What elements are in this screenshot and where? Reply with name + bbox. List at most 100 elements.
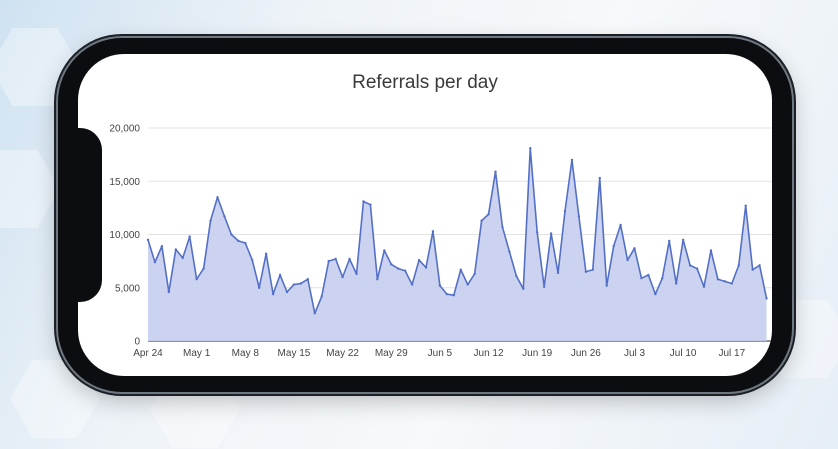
data-point: [487, 213, 490, 216]
data-point: [397, 267, 400, 270]
data-point: [452, 294, 455, 297]
data-point: [278, 273, 282, 277]
data-point: [459, 268, 462, 271]
data-point: [410, 283, 414, 286]
data-point: [216, 196, 219, 199]
data-point: [181, 256, 184, 260]
data-point: [153, 260, 157, 264]
area-fill: [148, 148, 767, 341]
x-tick-label: May 8: [232, 348, 260, 359]
data-point: [723, 280, 727, 283]
data-point: [285, 290, 289, 294]
y-tick-label: 20,000: [109, 124, 140, 135]
data-point: [570, 158, 574, 162]
phone-notch: [58, 128, 102, 302]
data-point: [522, 287, 525, 291]
data-point: [751, 268, 754, 271]
x-tick-label: May 15: [278, 348, 311, 359]
data-point: [508, 250, 511, 253]
data-point: [237, 239, 240, 243]
data-point: [202, 267, 205, 270]
data-point: [313, 312, 316, 315]
data-point: [633, 247, 636, 250]
data-point: [306, 278, 310, 281]
data-point: [626, 258, 629, 262]
x-tick-label: Jul 17: [718, 348, 745, 359]
background-hexagon: [0, 150, 60, 228]
data-point: [209, 219, 212, 222]
area-series: [146, 147, 768, 341]
data-point: [549, 232, 553, 235]
data-point: [348, 257, 351, 261]
data-point: [251, 258, 254, 262]
referrals-chart: 0 5,000 10,000 15,000 20,000 Apr 24 May 1 May …: [109, 124, 772, 359]
data-point: [195, 278, 198, 281]
data-point: [146, 238, 150, 242]
x-tick-label: May 22: [326, 348, 359, 359]
y-tick-label: 15,000: [109, 177, 140, 188]
y-tick-label: 5,000: [115, 283, 140, 294]
y-tick-label: 0: [134, 337, 140, 348]
data-point: [494, 170, 497, 173]
x-tick-label: Jun 19: [522, 348, 552, 359]
data-point: [174, 248, 177, 251]
phone-screen: Referrals per day 0 5,000 10,000 15,000 20,0…: [78, 54, 772, 376]
data-point: [438, 284, 442, 287]
data-point: [167, 290, 171, 294]
x-axis: Apr 24 May 1 May 8 May 15 May 22 May 29 Jun 5 J…: [133, 348, 745, 359]
data-point: [681, 238, 685, 242]
data-point: [390, 263, 393, 266]
data-point: [640, 276, 643, 280]
data-point: [223, 215, 226, 218]
data-point: [334, 257, 337, 261]
data-point: [529, 147, 532, 150]
data-point: [647, 273, 650, 277]
data-point: [188, 235, 191, 238]
x-tick-label: May 29: [375, 348, 408, 359]
data-point: [758, 264, 761, 267]
data-point: [299, 282, 303, 285]
y-tick-label: 10,000: [109, 230, 140, 241]
data-point: [688, 264, 692, 267]
data-point: [355, 272, 358, 276]
data-point: [709, 249, 713, 252]
data-point: [515, 274, 518, 278]
data-point: [668, 239, 671, 243]
phone-frame: Referrals per day 0 5,000 10,000 15,000 20,0…: [58, 38, 792, 392]
x-tick-label: Jun 5: [428, 348, 453, 359]
data-point: [675, 282, 678, 285]
data-point: [362, 200, 365, 203]
data-point: [584, 270, 588, 273]
data-point: [730, 282, 733, 285]
data-point: [605, 284, 608, 287]
data-point: [320, 295, 323, 298]
chart-title: Referrals per day: [352, 72, 498, 93]
data-point: [383, 249, 386, 252]
data-point: [292, 283, 296, 286]
data-point: [160, 245, 164, 248]
data-point: [716, 278, 720, 281]
data-point: [341, 275, 344, 279]
data-point: [271, 292, 275, 296]
data-point: [424, 266, 428, 269]
data-point: [480, 219, 483, 222]
data-point: [654, 292, 657, 296]
data-point: [737, 264, 740, 267]
data-point: [244, 241, 247, 245]
data-point: [466, 283, 469, 286]
data-point: [327, 259, 330, 263]
data-point: [619, 223, 622, 227]
data-point: [473, 272, 476, 276]
data-point: [258, 286, 261, 289]
data-point: [556, 271, 560, 275]
data-point: [445, 292, 449, 296]
data-point: [563, 209, 567, 213]
data-point: [376, 278, 379, 281]
data-point: [598, 176, 601, 180]
data-point: [501, 225, 504, 229]
data-point: [542, 285, 546, 288]
x-tick-label: May 1: [183, 348, 211, 359]
data-point: [403, 269, 407, 272]
data-point: [702, 285, 706, 288]
data-point: [431, 230, 435, 233]
